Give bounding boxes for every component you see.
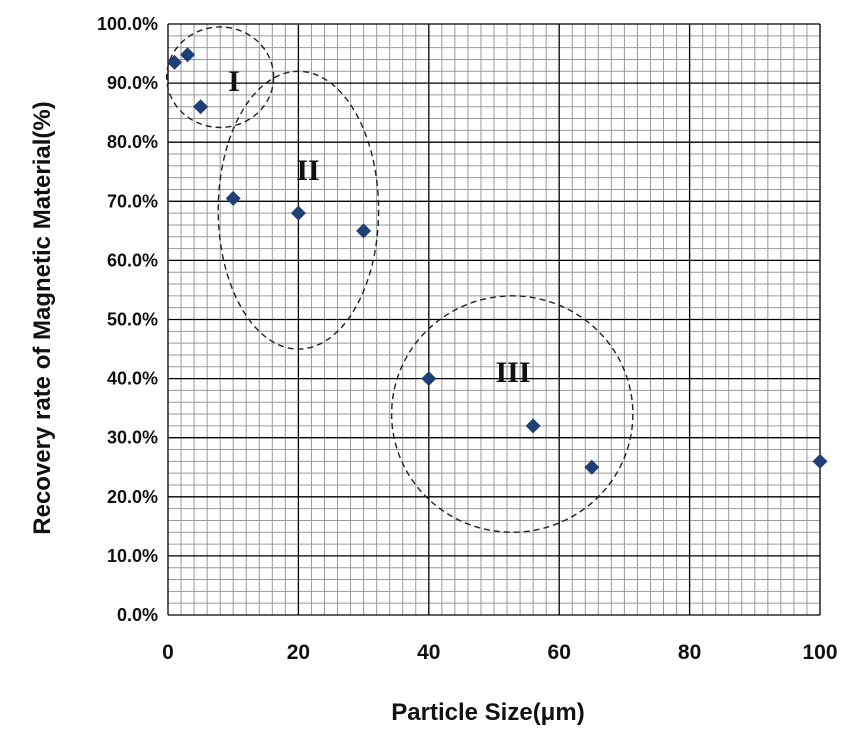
group-circle: [390, 295, 634, 533]
x-tick-label: 80: [678, 641, 701, 664]
y-tick-label: 30.0%: [107, 428, 158, 448]
y-tick-label: 60.0%: [107, 250, 158, 270]
group-circle: [217, 70, 380, 350]
x-tick-label: 100: [802, 641, 837, 664]
x-tick-label: 40: [417, 641, 440, 664]
data-point: [421, 371, 437, 387]
data-points: [167, 47, 828, 475]
data-point: [193, 99, 209, 115]
data-point: [290, 205, 306, 221]
data-point: [180, 47, 196, 63]
group-label: I: [228, 65, 240, 98]
group-circle: [165, 26, 275, 129]
x-axis-ticks: 0 20 40 60 80 100: [162, 641, 837, 664]
y-tick-label: 80.0%: [107, 132, 158, 152]
y-tick-label: 0.0%: [117, 605, 158, 625]
data-point: [225, 190, 241, 206]
data-point: [584, 459, 600, 475]
group-label: III: [495, 356, 530, 389]
x-axis-title: Particle Size(μm): [391, 699, 584, 726]
data-point: [167, 54, 183, 70]
data-point: [812, 453, 828, 469]
grid: [167, 23, 821, 616]
x-tick-label: 0: [162, 641, 174, 664]
y-axis-ticks: 0.0% 10.0% 20.0% 30.0% 40.0% 50.0% 60.0% 70.0% 8…: [97, 14, 158, 625]
y-tick-label: 40.0%: [107, 369, 158, 389]
data-point: [356, 223, 372, 239]
data-point: [525, 418, 541, 434]
y-tick-label: 50.0%: [107, 310, 158, 330]
y-tick-label: 100.0%: [97, 14, 158, 34]
y-tick-label: 10.0%: [107, 546, 158, 566]
y-tick-label: 90.0%: [107, 73, 158, 93]
group-label: II: [296, 154, 319, 187]
y-tick-label: 20.0%: [107, 487, 158, 507]
x-tick-label: 20: [287, 641, 310, 664]
y-axis-title: Recovery rate of Magnetic Material(%): [29, 101, 56, 534]
x-tick-label: 60: [548, 641, 571, 664]
y-tick-label: 70.0%: [107, 191, 158, 211]
